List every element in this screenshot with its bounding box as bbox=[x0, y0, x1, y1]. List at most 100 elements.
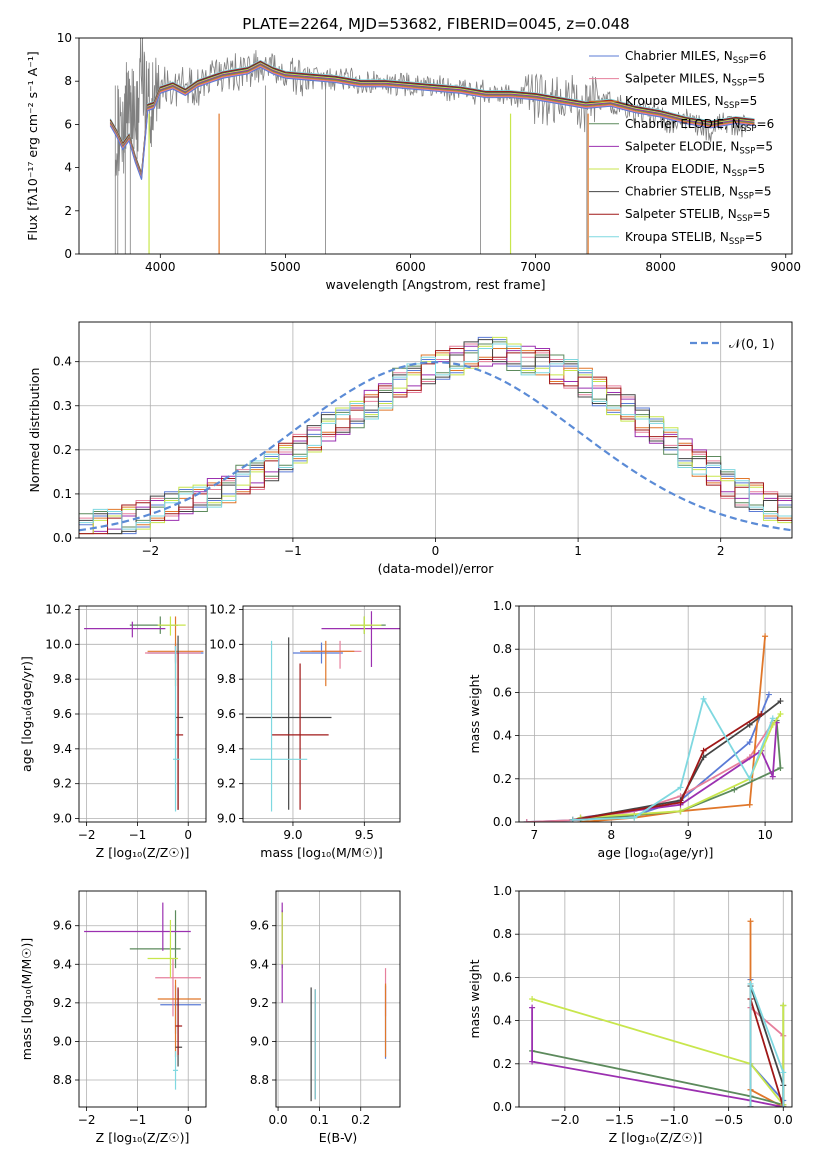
errorbar-point bbox=[145, 644, 201, 662]
legend-label: 𝒩(0, 1) bbox=[729, 336, 775, 351]
plot-area bbox=[109, 38, 755, 254]
legend-label: Kroupa STELIB, NSSP=5 bbox=[625, 230, 763, 247]
y-tick-label: 10 bbox=[57, 31, 72, 45]
x-tick-label: 10 bbox=[757, 828, 772, 842]
weight-marker bbox=[700, 747, 707, 754]
spectrum-data-line bbox=[114, 38, 748, 177]
x-tick-label: −1.5 bbox=[605, 1113, 634, 1127]
plot-area bbox=[84, 616, 204, 812]
weight-marker bbox=[677, 808, 684, 815]
x-tick-label: 2 bbox=[717, 544, 725, 558]
figure-title: PLATE=2264, MJD=53682, FIBERID=0045, z=0… bbox=[242, 15, 629, 33]
weight-marker bbox=[747, 1104, 754, 1107]
y-axis-label: mass weight bbox=[467, 959, 482, 1038]
axes-frame bbox=[518, 605, 793, 823]
weight-marker bbox=[746, 739, 753, 746]
residual-histogram bbox=[79, 336, 792, 535]
y-tick-label: 10.2 bbox=[45, 602, 72, 616]
weight-marker bbox=[731, 786, 738, 793]
y-tick-label: 0.0 bbox=[493, 815, 512, 829]
model-line bbox=[109, 63, 755, 177]
weight-marker bbox=[746, 721, 753, 728]
residual-histogram bbox=[79, 336, 792, 535]
legend-label: Chabrier MILES, NSSP=6 bbox=[625, 49, 766, 66]
errorbar-point bbox=[147, 919, 179, 978]
x-axis-label: Z [log₁₀(Z/Z☉)] bbox=[96, 1130, 190, 1145]
axes-frame bbox=[518, 890, 793, 1108]
errorbar-point bbox=[175, 653, 184, 810]
x-tick-label: 0 bbox=[184, 828, 192, 842]
x-tick-label: 4000 bbox=[145, 260, 176, 274]
errorbar-point bbox=[321, 611, 400, 667]
weight-marker bbox=[746, 801, 753, 808]
errorbar-point bbox=[300, 640, 355, 687]
y-tick-label: 1.0 bbox=[493, 599, 512, 613]
errorbar-point bbox=[350, 616, 382, 634]
weight-marker bbox=[677, 799, 684, 806]
y-tick-label: 9.2 bbox=[250, 996, 269, 1010]
weight-marker bbox=[780, 1002, 787, 1009]
chart-spectrum: 4000 5000 6000 7000 8000 9000 0 2 4 6 8 10 wavelengt… bbox=[25, 31, 801, 292]
x-tick-label: 6000 bbox=[395, 260, 426, 274]
x-axis-label: Z [log₁₀(Z/Z☉)] bbox=[96, 845, 190, 860]
y-tick-label: 8.8 bbox=[53, 1073, 72, 1087]
residual-histogram bbox=[79, 345, 792, 535]
x-axis-label: wavelength [Angstrom, rest frame] bbox=[325, 277, 545, 292]
errorbar-point bbox=[155, 958, 201, 1017]
residual-histogram bbox=[79, 341, 792, 535]
errorbar-point bbox=[292, 642, 343, 664]
residual-histogram bbox=[79, 339, 792, 535]
plot-area bbox=[523, 633, 784, 822]
x-axis-label: (data-model)/error bbox=[378, 561, 495, 576]
legend-label: Salpeter ELODIE, NSSP=5 bbox=[625, 139, 773, 156]
weight-line bbox=[749, 998, 785, 1107]
y-tick-label: 0.6 bbox=[493, 970, 512, 984]
chart-age-vs-Z: −2 −1 0 9.0 9.2 9.4 9.6 9.8 10.0 10.2 Z [log₁₀(Z/Z… bbox=[19, 602, 207, 860]
legend-label: Kroupa MILES, NSSP=5 bbox=[625, 94, 757, 111]
weight-line bbox=[572, 713, 762, 821]
plot-area bbox=[281, 902, 387, 1102]
model-line bbox=[109, 66, 755, 180]
x-tick-label: 8 bbox=[607, 828, 615, 842]
weight-marker bbox=[777, 765, 784, 771]
y-tick-label: 9.8 bbox=[217, 672, 236, 686]
model-line bbox=[109, 60, 755, 174]
weight-marker bbox=[769, 773, 776, 780]
y-tick-label: 8.8 bbox=[250, 1073, 269, 1087]
x-axis-label: age [log₁₀(age/yr)] bbox=[598, 845, 714, 860]
chart-residuals: −2 −1 0 1 2 0.0 0.1 0.2 0.3 0.4 (data-model)/error… bbox=[27, 321, 793, 576]
residual-histogram bbox=[79, 347, 792, 535]
errorbar-point bbox=[157, 616, 186, 636]
y-tick-label: 9.6 bbox=[53, 919, 72, 933]
x-tick-label: −1 bbox=[129, 828, 147, 842]
x-tick-label: 9 bbox=[684, 828, 692, 842]
x-tick-label: 0 bbox=[184, 1113, 192, 1127]
weight-marker bbox=[746, 775, 753, 782]
y-tick-label: 9.2 bbox=[53, 996, 72, 1010]
y-tick-label: 0.4 bbox=[493, 1014, 512, 1028]
x-tick-label: 0.0 bbox=[269, 1113, 288, 1127]
y-tick-label: 0.4 bbox=[493, 729, 512, 743]
y-tick-label: 9.2 bbox=[53, 777, 72, 791]
residual-histogram bbox=[79, 343, 792, 530]
y-axis-label: mass weight bbox=[467, 674, 482, 753]
y-tick-label: 8 bbox=[64, 74, 72, 88]
x-tick-label: −1 bbox=[129, 1113, 147, 1127]
y-tick-label: 0.2 bbox=[493, 1057, 512, 1071]
x-tick-label: −1.0 bbox=[659, 1113, 688, 1127]
legend-label: Chabrier ELODIE, NSSP=6 bbox=[625, 117, 774, 134]
y-tick-label: 10.0 bbox=[209, 637, 236, 651]
chart-age-vs-mass: 9.0 9.5 9.0 9.2 9.4 9.6 9.8 10.0 10.2 mass [log₁₀… bbox=[209, 602, 401, 860]
plot-area bbox=[84, 902, 201, 1090]
weight-marker bbox=[758, 711, 765, 717]
legend-label: Kroupa ELODIE, NSSP=5 bbox=[625, 162, 765, 179]
x-tick-label: −0.5 bbox=[714, 1113, 743, 1127]
y-tick-label: 0.8 bbox=[493, 642, 512, 656]
y-tick-label: 0.1 bbox=[53, 487, 72, 501]
plot-area bbox=[245, 611, 400, 812]
y-tick-label: 0.8 bbox=[493, 927, 512, 941]
x-tick-label: 0.2 bbox=[351, 1113, 370, 1127]
errorbar-point bbox=[250, 640, 308, 812]
x-tick-label: 9.5 bbox=[355, 828, 374, 842]
legend-label: Salpeter STELIB, NSSP=5 bbox=[625, 207, 770, 224]
